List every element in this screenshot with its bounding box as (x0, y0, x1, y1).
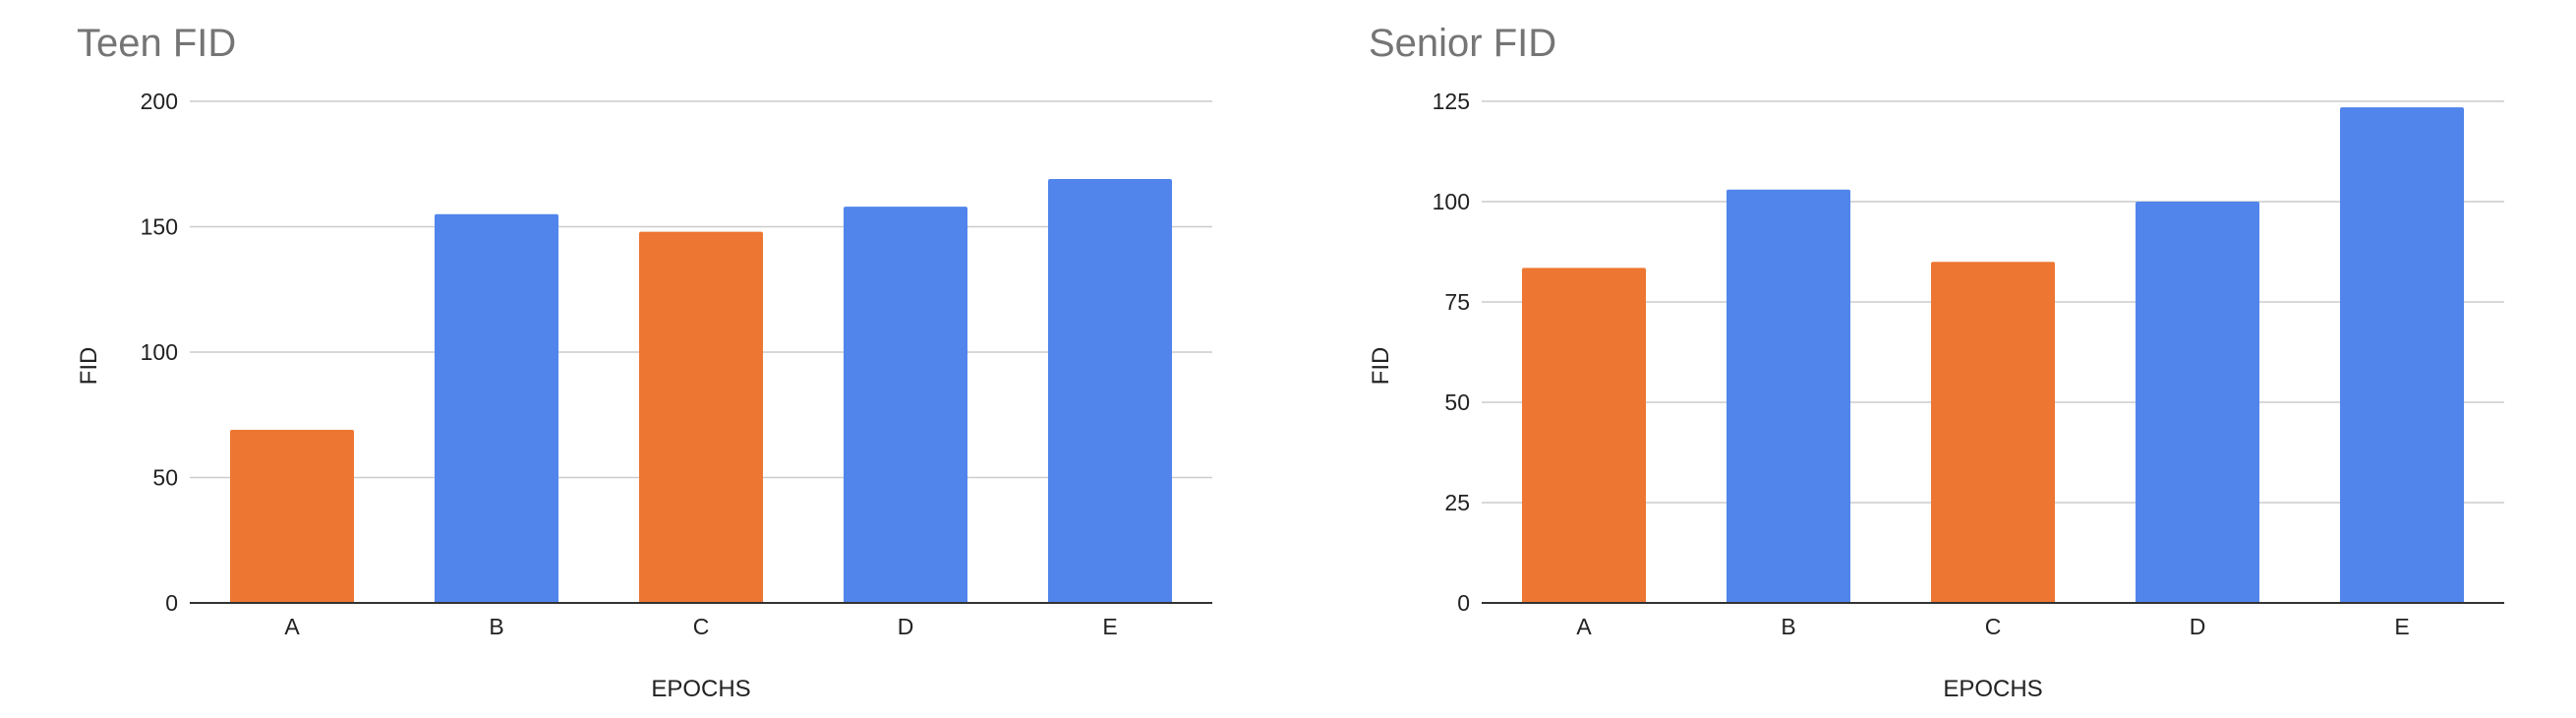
x-tick-label: D (2190, 614, 2206, 639)
bars (230, 179, 1172, 604)
y-tick-label: 100 (1433, 189, 1470, 214)
y-tick-label: 0 (165, 590, 178, 616)
y-axis-label: FID (1368, 347, 1394, 386)
bar-a (230, 430, 354, 603)
x-axis-label: EPOCHS (1943, 676, 2042, 702)
bar-c (1931, 262, 2055, 603)
chart-title: Teen FID (77, 22, 236, 65)
y-tick-labels: 0 25 50 75 100 125 (1433, 89, 1470, 616)
x-axis-label: EPOCHS (651, 676, 750, 702)
bar-e (1048, 179, 1172, 604)
teen-fid-chart-svg: Teen FID 0 50 100 150 200 A B C D E EPOCHS FID (76, 22, 1212, 702)
y-tick-label: 0 (1457, 590, 1470, 616)
x-tick-label: C (1985, 614, 2002, 639)
bar-a (1522, 268, 1646, 603)
y-tick-label: 75 (1444, 289, 1470, 315)
y-tick-label: 125 (1433, 89, 1470, 114)
senior-fid-chart: Senior FID 0 25 50 75 100 125 A B C D E EPOCHS FI… (1288, 0, 2576, 718)
x-tick-label: B (489, 614, 503, 639)
y-tick-label: 200 (141, 89, 178, 114)
bars (1522, 107, 2464, 604)
x-tick-label: A (284, 614, 300, 639)
chart-title: Senior FID (1369, 22, 1556, 65)
x-tick-label: E (1102, 614, 1117, 639)
x-tick-label: B (1781, 614, 1795, 639)
y-tick-label: 100 (141, 339, 178, 365)
bar-b (1727, 189, 1850, 603)
senior-fid-chart-svg: Senior FID 0 25 50 75 100 125 A B C D E EPOCHS FI… (1368, 22, 2504, 702)
x-tick-labels: A B C D E (1576, 614, 2409, 639)
teen-fid-chart: Teen FID 0 50 100 150 200 A B C D E EPOCHS FID (76, 22, 1212, 702)
y-tick-label: 25 (1444, 490, 1470, 515)
y-tick-labels: 0 50 100 150 200 (141, 89, 178, 616)
y-axis-label: FID (76, 347, 102, 386)
x-tick-label: A (1576, 614, 1592, 639)
bar-d (844, 207, 967, 603)
bar-e (2340, 107, 2464, 604)
y-tick-label: 50 (152, 465, 178, 491)
y-tick-label: 150 (141, 214, 178, 240)
x-tick-labels: A B C D E (284, 614, 1117, 639)
bar-c (639, 231, 763, 603)
x-tick-label: D (898, 614, 914, 639)
bar-d (2136, 202, 2259, 603)
bar-b (435, 213, 558, 603)
y-tick-label: 50 (1444, 389, 1470, 415)
x-tick-label: C (693, 614, 710, 639)
x-tick-label: E (2394, 614, 2409, 639)
